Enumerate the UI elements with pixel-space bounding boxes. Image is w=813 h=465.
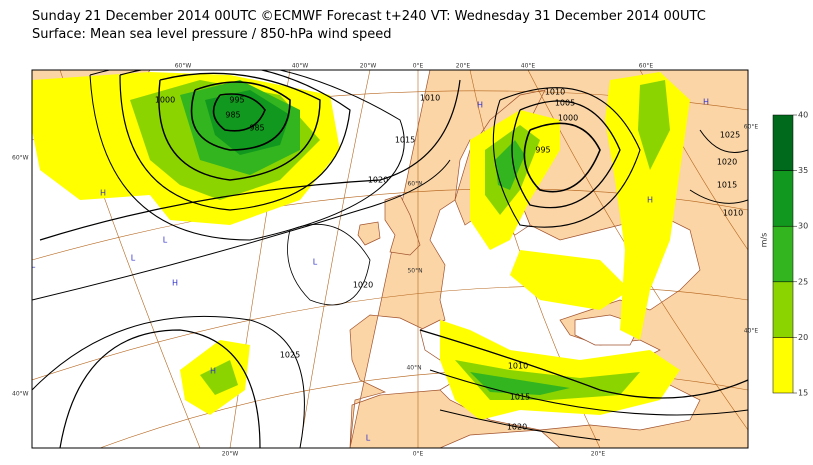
isobar-label: 995 [535, 146, 550, 155]
colorbar-label: 15 [798, 389, 808, 398]
pressure-center: H [477, 101, 483, 110]
colorbar-label: 40 [798, 111, 808, 120]
graticule-label: 20°E [591, 451, 606, 458]
graticule-line [299, 70, 371, 448]
colorbar-segment [772, 337, 794, 394]
colorbar-segment [772, 225, 794, 283]
isobar [59, 329, 261, 448]
graticule-label: 60°W [175, 63, 192, 70]
graticule-label: 20°W [222, 451, 239, 458]
graticule-label: 40°W [292, 63, 309, 70]
pressure-center: L [366, 434, 371, 443]
isobar [439, 409, 601, 441]
graticule-label: 60°N [407, 181, 422, 188]
colorbar-segment [772, 281, 794, 338]
wind-area [200, 360, 238, 395]
isobar-label: 1010 [545, 88, 565, 97]
pressure-center: H [647, 196, 653, 205]
colorbar-label: 20 [798, 333, 808, 342]
isobar-label: 1025 [720, 131, 740, 140]
title: Sunday 21 December 2014 00UTC ©ECMWF For… [32, 9, 706, 24]
isobar-label: 1025 [280, 351, 300, 360]
isobar-label: 1005 [555, 99, 575, 108]
isobar [287, 223, 371, 306]
isobar [119, 70, 351, 211]
isobar [699, 129, 748, 153]
isobar-label: 1000 [155, 96, 175, 105]
graticule-label: 60°E [744, 124, 759, 131]
isobar-label: 1010 [723, 209, 743, 218]
isobar-label: 1015 [395, 136, 415, 145]
isobar [523, 122, 601, 193]
graticule-label: 40°N [406, 365, 421, 372]
colorbar-label: 35 [798, 166, 808, 175]
isobar-label: 995 [229, 96, 244, 105]
wind-area [605, 72, 690, 340]
pressure-center: L [131, 254, 136, 263]
pressure-center: H [172, 279, 178, 288]
isobar [190, 81, 291, 151]
isobar [158, 72, 321, 181]
graticule-label: 20°W [360, 63, 377, 70]
graticule-label: 40°E [521, 63, 536, 70]
pressure-center: L [313, 258, 318, 267]
isobar [212, 93, 266, 132]
isobar-label: 1020 [368, 176, 388, 185]
isobar [492, 87, 641, 228]
pressure-center: H [703, 98, 709, 107]
isobar-label: 1020 [353, 281, 373, 290]
map-frame [31, 69, 749, 449]
isobar-label: 1010 [508, 362, 528, 371]
isobar-label: 1015 [717, 181, 737, 190]
isobar-label: 1020 [717, 158, 737, 167]
isobar [689, 189, 748, 204]
wind-area [495, 140, 525, 190]
isobar [419, 329, 748, 399]
graticule-label: 60°W [12, 155, 29, 162]
colorbar-label: 30 [798, 222, 808, 231]
colorbar-unit: m/s [760, 233, 769, 248]
pressure-center: L [31, 261, 36, 270]
isobar [429, 369, 748, 416]
wind-area [205, 90, 290, 155]
isobar-label: 1020 [507, 423, 527, 432]
colorbar-label: 25 [798, 277, 808, 286]
isobar [32, 159, 451, 301]
pressure-center: L [163, 236, 168, 245]
graticule-label: 40°E [744, 328, 759, 335]
isobar [89, 70, 405, 241]
graticule-label: 0°E [413, 63, 424, 70]
isobar-label: 1015 [510, 393, 530, 402]
pressure-center: H [210, 367, 216, 376]
map: 1000 995 985 985 1010 1015 1020 1020 1025 1010 100… [31, 70, 748, 448]
graticule-label: 60°E [639, 63, 654, 70]
graticule-line [32, 285, 748, 381]
pressure-center: H [100, 189, 106, 198]
isobar-label: 1000 [558, 114, 578, 123]
graticule-label: 0°E [413, 451, 424, 458]
graticule-label: 50°N [407, 268, 422, 275]
isobar-label: 1010 [420, 94, 440, 103]
graticule-label: 20°E [456, 63, 471, 70]
land [384, 194, 421, 256]
isobar [511, 100, 621, 209]
colorbar-segment [772, 170, 794, 227]
isobar-label: 985 [225, 111, 240, 120]
graticule-label: 40°W [12, 391, 29, 398]
colorbar-segment [772, 114, 794, 171]
wind-area [510, 250, 630, 310]
land [357, 221, 381, 246]
subtitle: Surface: Mean sea level pressure / 850-h… [32, 27, 392, 42]
isobar [32, 315, 305, 448]
isobar [39, 79, 461, 241]
isobar-label: 985 [249, 124, 264, 133]
wind-area [638, 80, 670, 170]
